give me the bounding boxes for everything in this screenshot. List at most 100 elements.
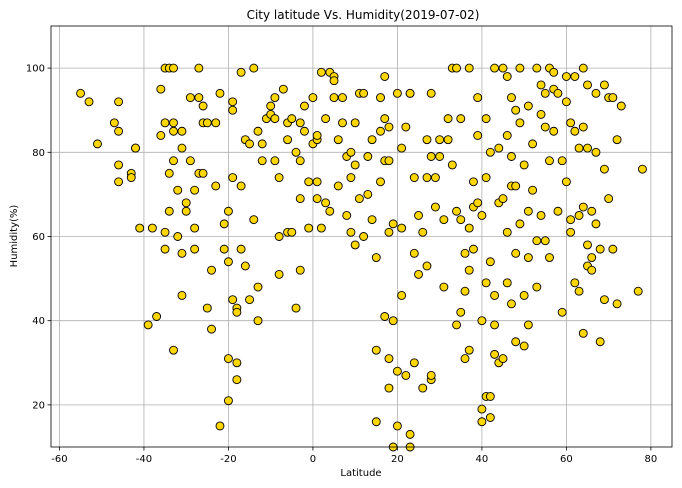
data-point xyxy=(587,253,597,262)
data-point xyxy=(253,126,263,136)
y-tick-label: 40 xyxy=(32,316,45,327)
data-point xyxy=(274,173,284,183)
data-point xyxy=(316,223,326,233)
data-point xyxy=(333,135,343,145)
data-point xyxy=(169,126,178,136)
data-point xyxy=(321,114,331,124)
data-point xyxy=(414,269,423,279)
data-point xyxy=(561,177,571,187)
data-point xyxy=(342,210,352,220)
data-point xyxy=(498,194,508,204)
data-point xyxy=(392,421,402,431)
data-point xyxy=(245,295,255,305)
data-point xyxy=(507,299,516,309)
data-point xyxy=(228,173,238,183)
data-point xyxy=(312,194,322,204)
data-point xyxy=(498,63,508,73)
data-point xyxy=(173,232,183,241)
data-point xyxy=(494,143,504,153)
data-point xyxy=(338,93,347,103)
data-point xyxy=(300,101,309,111)
data-point xyxy=(519,160,529,170)
data-point xyxy=(346,173,356,183)
data-point xyxy=(376,177,385,187)
data-point xyxy=(181,206,191,216)
data-point xyxy=(397,223,407,233)
data-point xyxy=(540,236,550,246)
data-point xyxy=(295,265,305,275)
data-point xyxy=(114,160,124,170)
data-point xyxy=(536,109,546,119)
data-point xyxy=(228,105,238,115)
data-point xyxy=(473,131,483,140)
data-point xyxy=(194,93,204,103)
data-point xyxy=(384,122,394,132)
data-point xyxy=(583,143,592,153)
data-point xyxy=(346,147,356,157)
data-point xyxy=(608,93,618,103)
data-point xyxy=(477,210,487,220)
data-point xyxy=(528,185,538,195)
data-point xyxy=(460,248,470,258)
data-point xyxy=(287,227,297,237)
data-point xyxy=(363,152,373,161)
data-point xyxy=(223,206,233,216)
data-point xyxy=(397,290,407,300)
data-point xyxy=(481,114,491,124)
data-point xyxy=(359,232,369,241)
data-point xyxy=(633,286,643,296)
data-point xyxy=(405,429,415,439)
data-point xyxy=(240,261,250,271)
data-point xyxy=(164,168,174,178)
data-point xyxy=(329,76,339,86)
data-point xyxy=(190,185,200,195)
data-point xyxy=(114,177,124,187)
data-point xyxy=(147,223,157,233)
data-point xyxy=(300,126,309,136)
data-point xyxy=(485,257,495,267)
data-point xyxy=(574,286,584,296)
data-point xyxy=(422,173,432,183)
plot-area xyxy=(50,25,673,452)
data-point xyxy=(519,341,529,351)
data-point xyxy=(202,303,212,313)
data-point xyxy=(215,88,225,98)
data-point xyxy=(363,189,373,199)
data-point xyxy=(76,88,86,98)
data-point xyxy=(232,375,242,385)
x-axis-title: Latitude xyxy=(340,468,381,479)
data-point xyxy=(253,282,263,292)
data-point xyxy=(414,210,423,220)
data-point xyxy=(367,135,377,145)
data-point xyxy=(616,101,626,111)
data-point xyxy=(468,244,478,254)
data-point xyxy=(604,194,614,204)
data-point xyxy=(367,215,377,225)
data-point xyxy=(587,265,597,275)
data-point xyxy=(253,316,263,326)
data-point xyxy=(304,223,314,233)
data-point xyxy=(561,72,571,81)
data-point xyxy=(490,320,500,330)
data-point xyxy=(380,114,390,124)
data-point xyxy=(583,240,592,250)
data-point xyxy=(566,118,576,128)
chart-title: City latitude Vs. Humidity(2019-07-02) xyxy=(247,8,480,22)
data-point xyxy=(570,72,580,81)
data-point xyxy=(435,135,445,145)
data-point xyxy=(321,198,331,208)
data-point xyxy=(570,278,580,288)
data-point xyxy=(587,206,597,216)
data-point xyxy=(173,185,183,195)
data-point xyxy=(409,358,419,368)
data-point xyxy=(443,135,453,145)
data-point xyxy=(401,122,411,132)
data-point xyxy=(439,215,449,225)
x-tick-label: -40 xyxy=(136,454,152,465)
data-point xyxy=(523,253,533,262)
data-point xyxy=(291,303,301,313)
data-point xyxy=(536,80,546,90)
data-point xyxy=(177,143,187,153)
data-point xyxy=(595,337,605,347)
